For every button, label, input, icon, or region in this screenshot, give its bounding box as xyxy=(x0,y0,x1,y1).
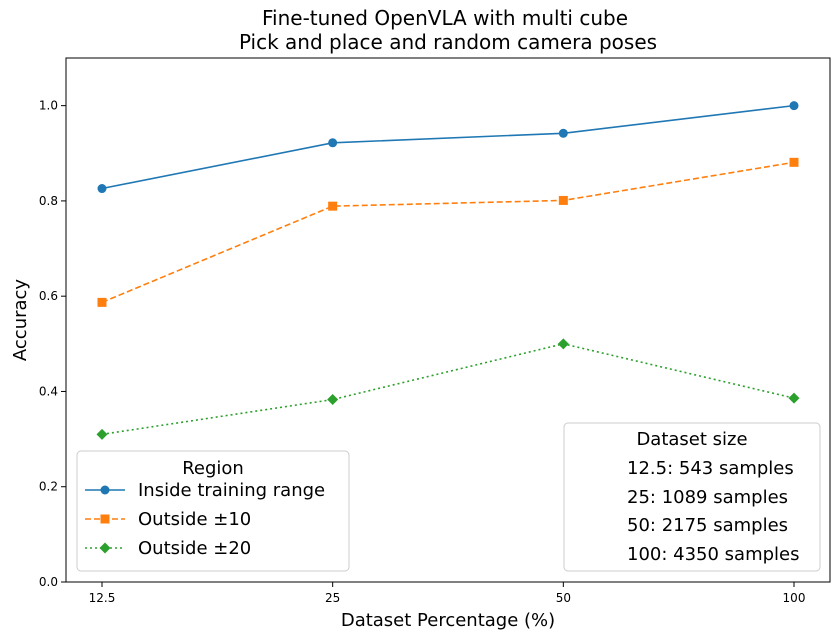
dataset-size-entry: 25: 1089 samples xyxy=(627,487,788,508)
data-point xyxy=(558,128,568,138)
data-point xyxy=(789,101,799,111)
dataset-size-entry: 100: 4350 samples xyxy=(627,544,800,565)
dataset-size-title: Dataset size xyxy=(636,429,747,450)
dataset-size-entry: 12.5: 543 samples xyxy=(627,458,794,479)
dataset-size-frame xyxy=(563,422,821,572)
legend-swatch-marker xyxy=(99,542,111,554)
data-point xyxy=(97,184,107,194)
y-tick-label: 0.0 xyxy=(39,575,58,589)
y-tick-label: 0.2 xyxy=(39,480,58,494)
y-tick-label: 0.6 xyxy=(39,289,58,303)
data-point xyxy=(97,297,107,307)
legend-label: Inside training range xyxy=(138,480,325,501)
x-tick-label: 12.5 xyxy=(89,591,116,605)
plot-area xyxy=(96,101,800,440)
legend-title: Region xyxy=(182,458,244,479)
x-tick-label: 50 xyxy=(556,591,571,605)
y-axis-label: Accuracy xyxy=(10,279,31,362)
data-point xyxy=(328,138,338,148)
series-1 xyxy=(97,101,799,194)
legend-label: Outside ±10 xyxy=(138,509,251,530)
y-tick-label: 0.4 xyxy=(39,384,58,398)
series-line xyxy=(101,342,795,436)
series-3 xyxy=(96,338,800,440)
axes: 0.0 0.2 0.4 0.6 0.8 1.0 12.5 25 50 100 xyxy=(39,57,831,605)
legend-frame xyxy=(76,450,350,572)
chart-subtitle: Pick and place and random camera poses xyxy=(239,30,657,54)
legend-entry: Outside ±20 xyxy=(85,538,251,559)
series-2 xyxy=(97,157,799,307)
data-point xyxy=(788,392,800,404)
data-point xyxy=(328,201,338,211)
legend-entry: Outside ±10 xyxy=(85,509,251,530)
legend-swatch-marker xyxy=(100,485,110,495)
legend-label: Outside ±20 xyxy=(138,538,251,559)
dataset-size-legend: Dataset size 12.5: 543 samples 25: 1089 … xyxy=(563,422,821,572)
legend-region: Region Inside training range Outside ±10 O… xyxy=(76,450,350,572)
dataset-size-entry: 50: 2175 samples xyxy=(627,515,788,536)
data-point xyxy=(327,394,339,406)
chart-title: Fine-tuned OpenVLA with multi cube xyxy=(262,6,628,30)
series-line xyxy=(101,104,795,190)
data-point xyxy=(96,428,108,440)
series-line xyxy=(101,161,795,304)
x-tick-label: 25 xyxy=(325,591,340,605)
x-axis-label: Dataset Percentage (%) xyxy=(341,610,555,631)
data-point xyxy=(557,338,569,350)
y-tick-label: 1.0 xyxy=(39,99,58,113)
legend-swatch-marker xyxy=(100,514,110,524)
axes-frame xyxy=(65,57,831,583)
data-point xyxy=(558,195,568,205)
data-point xyxy=(789,157,799,167)
x-tick-label: 100 xyxy=(783,591,806,605)
y-tick-label: 0.8 xyxy=(39,194,58,208)
legend-entry: Inside training range xyxy=(85,480,325,501)
